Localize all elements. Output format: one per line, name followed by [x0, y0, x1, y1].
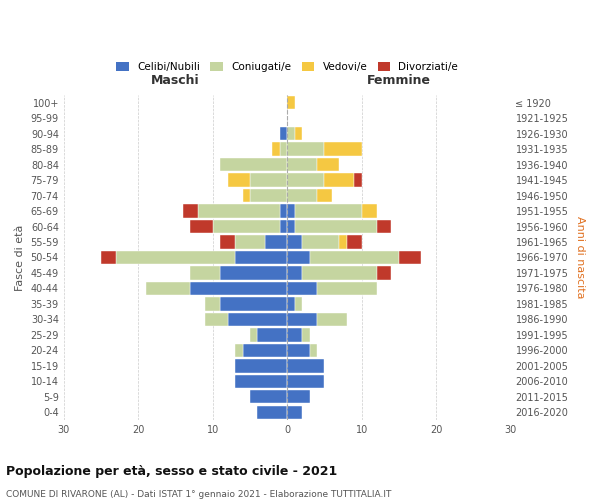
Bar: [287, 328, 302, 342]
Text: Maschi: Maschi: [151, 74, 200, 87]
Bar: [280, 142, 287, 156]
Bar: [213, 220, 280, 233]
Bar: [287, 204, 295, 218]
Bar: [295, 298, 302, 310]
Bar: [287, 298, 295, 310]
Text: Femmine: Femmine: [367, 74, 431, 87]
Bar: [257, 406, 287, 419]
Bar: [287, 360, 325, 372]
Bar: [220, 298, 287, 310]
Bar: [287, 282, 317, 295]
Bar: [257, 328, 287, 342]
Bar: [272, 142, 280, 156]
Bar: [116, 251, 235, 264]
Bar: [287, 174, 325, 186]
Bar: [377, 266, 391, 280]
Bar: [101, 251, 116, 264]
Bar: [205, 313, 227, 326]
Bar: [227, 313, 287, 326]
Bar: [287, 344, 310, 357]
Bar: [146, 282, 190, 295]
Bar: [354, 174, 362, 186]
Bar: [317, 313, 347, 326]
Bar: [340, 236, 347, 248]
Bar: [317, 282, 377, 295]
Bar: [250, 328, 257, 342]
Bar: [280, 204, 287, 218]
Bar: [235, 251, 287, 264]
Bar: [310, 344, 317, 357]
Y-axis label: Fasce di età: Fasce di età: [15, 224, 25, 290]
Bar: [302, 236, 340, 248]
Bar: [287, 142, 325, 156]
Bar: [235, 375, 287, 388]
Bar: [220, 158, 287, 171]
Bar: [242, 344, 287, 357]
Bar: [287, 266, 302, 280]
Bar: [287, 220, 295, 233]
Legend: Celibi/Nubili, Coniugati/e, Vedovi/e, Divorziati/e: Celibi/Nubili, Coniugati/e, Vedovi/e, Di…: [112, 58, 463, 76]
Bar: [190, 220, 213, 233]
Bar: [265, 236, 287, 248]
Bar: [287, 96, 295, 109]
Bar: [198, 204, 280, 218]
Bar: [205, 298, 220, 310]
Bar: [220, 266, 287, 280]
Bar: [295, 127, 302, 140]
Bar: [220, 236, 235, 248]
Bar: [287, 406, 302, 419]
Bar: [250, 174, 287, 186]
Bar: [347, 236, 362, 248]
Bar: [250, 390, 287, 404]
Bar: [310, 251, 399, 264]
Bar: [227, 174, 250, 186]
Bar: [399, 251, 421, 264]
Text: Popolazione per età, sesso e stato civile - 2021: Popolazione per età, sesso e stato civil…: [6, 465, 337, 478]
Bar: [280, 220, 287, 233]
Bar: [183, 204, 198, 218]
Bar: [190, 266, 220, 280]
Bar: [302, 328, 310, 342]
Bar: [287, 251, 310, 264]
Bar: [287, 375, 325, 388]
Bar: [287, 158, 317, 171]
Bar: [235, 360, 287, 372]
Text: COMUNE DI RIVARONE (AL) - Dati ISTAT 1° gennaio 2021 - Elaborazione TUTTITALIA.I: COMUNE DI RIVARONE (AL) - Dati ISTAT 1° …: [6, 490, 391, 499]
Bar: [287, 236, 302, 248]
Bar: [295, 204, 362, 218]
Bar: [302, 266, 377, 280]
Bar: [287, 313, 317, 326]
Bar: [287, 127, 295, 140]
Bar: [377, 220, 391, 233]
Bar: [287, 189, 317, 202]
Bar: [317, 158, 340, 171]
Bar: [317, 189, 332, 202]
Bar: [287, 390, 310, 404]
Bar: [242, 189, 250, 202]
Bar: [325, 142, 362, 156]
Bar: [325, 174, 354, 186]
Y-axis label: Anni di nascita: Anni di nascita: [575, 216, 585, 298]
Bar: [235, 344, 242, 357]
Bar: [250, 189, 287, 202]
Bar: [280, 127, 287, 140]
Bar: [235, 236, 265, 248]
Bar: [190, 282, 287, 295]
Bar: [362, 204, 377, 218]
Bar: [295, 220, 377, 233]
